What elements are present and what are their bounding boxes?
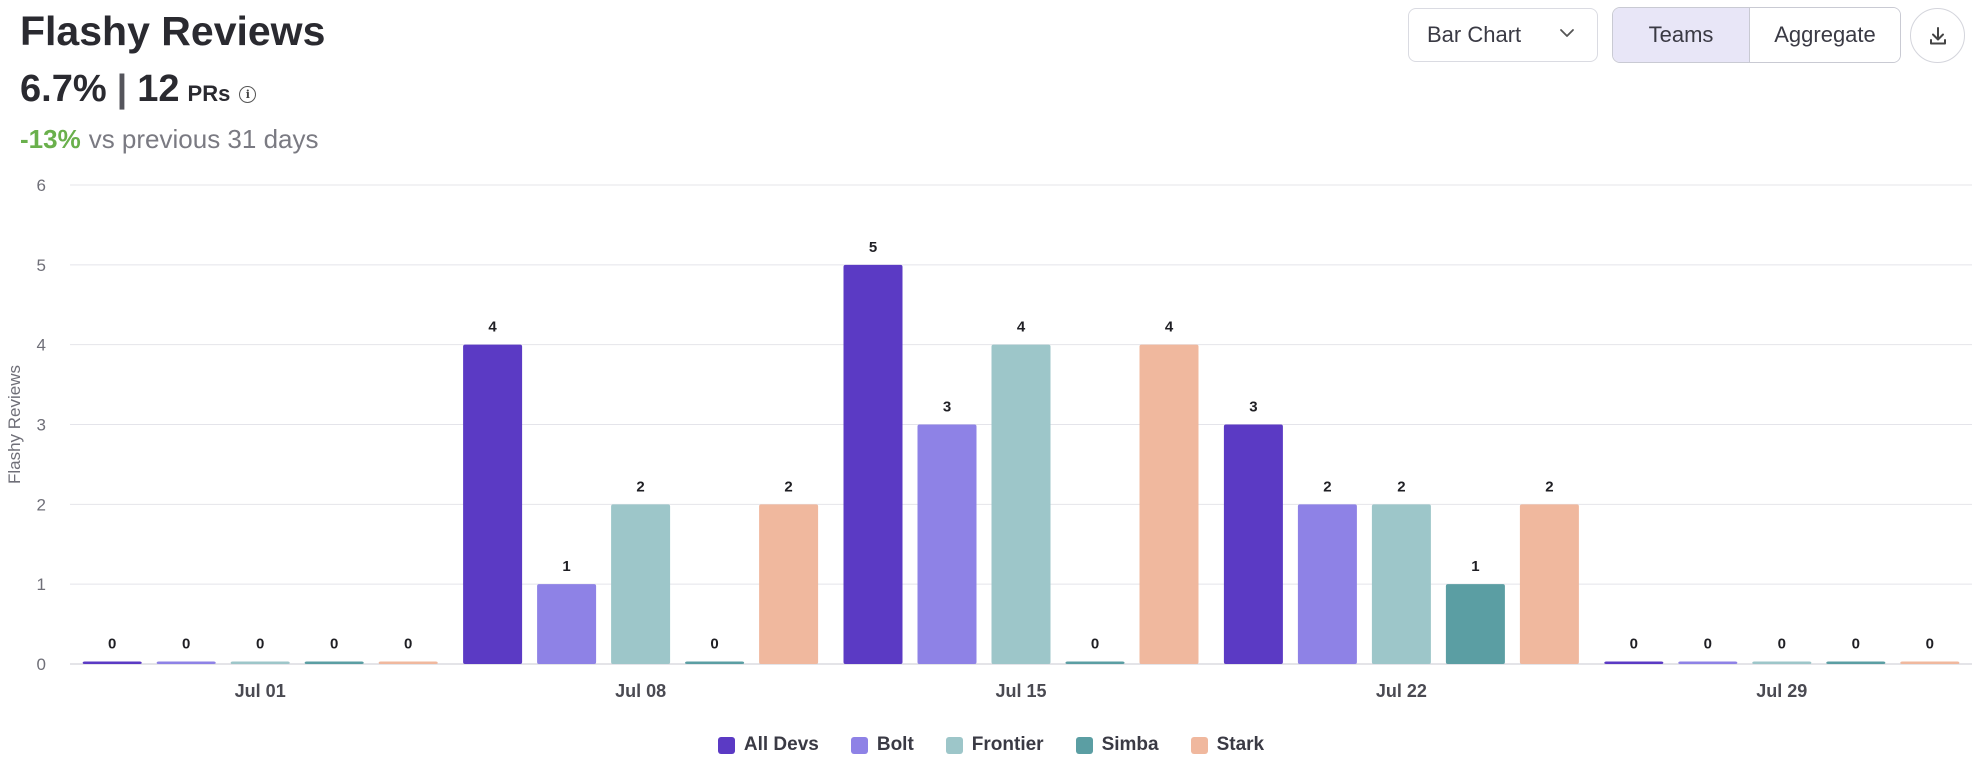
data-label: 4	[1165, 319, 1174, 336]
comparison-delta: -13% vs previous 31 days	[20, 124, 319, 155]
data-label: 0	[404, 636, 412, 653]
bar	[1604, 661, 1664, 664]
x-tick-label: Jul 29	[1756, 681, 1807, 701]
bar	[378, 661, 438, 664]
bar	[463, 344, 523, 664]
data-label: 4	[488, 319, 497, 336]
data-label: 0	[182, 636, 190, 653]
x-tick-label: Jul 15	[995, 681, 1046, 701]
x-tick-label: Jul 22	[1376, 681, 1427, 701]
teams-toggle-button[interactable]: Teams	[1613, 8, 1750, 62]
page-title: Flashy Reviews	[20, 8, 326, 54]
data-label: 1	[1471, 558, 1479, 575]
bar	[230, 661, 290, 664]
data-label: 2	[1545, 478, 1553, 495]
metric-summary: 6.7% | 12 PRs i	[20, 68, 257, 111]
legend-label: Stark	[1216, 734, 1265, 755]
metric-separator: |	[116, 68, 128, 110]
bar	[304, 661, 364, 664]
bar	[1752, 661, 1812, 664]
info-icon[interactable]: i	[239, 86, 257, 103]
legend-item[interactable]: Bolt	[850, 734, 914, 756]
legend-swatch	[945, 736, 963, 754]
data-label: 3	[943, 399, 951, 416]
bar-chart: 0 1 2 3 4 5 6 Flashy Reviews 0 0 0 0 0 Jul 01 4 1 2 0 2 Jul…	[5, 176, 1972, 701]
chart-legend: All Devs Bolt Frontier Simba Stark	[0, 734, 1982, 756]
y-tick-label: 2	[37, 495, 46, 514]
delta-value: -13%	[20, 124, 81, 154]
data-label: 0	[1091, 636, 1099, 653]
download-icon	[1929, 26, 1946, 44]
legend-item[interactable]: All Devs	[717, 734, 819, 756]
bar	[991, 344, 1051, 664]
legend-label: Simba	[1101, 734, 1159, 755]
data-label: 2	[1323, 478, 1331, 495]
data-label: 4	[1017, 319, 1026, 336]
data-label: 0	[1926, 636, 1934, 653]
legend-swatch	[1190, 736, 1208, 754]
bar	[917, 424, 977, 664]
x-tick-label: Jul 01	[235, 681, 286, 701]
y-axis-label: Flashy Reviews	[5, 365, 24, 484]
data-label: 3	[1249, 399, 1257, 416]
data-label: 0	[1778, 636, 1786, 653]
data-label: 0	[330, 636, 338, 653]
legend-label: Bolt	[876, 734, 914, 755]
bar	[1139, 344, 1199, 664]
bar	[1065, 661, 1125, 664]
data-label: 2	[1397, 478, 1405, 495]
x-tick-label: Jul 08	[615, 681, 666, 701]
bar	[1445, 584, 1505, 664]
data-label: 2	[636, 478, 644, 495]
delta-text: vs previous 31 days	[88, 124, 319, 154]
y-tick-label: 1	[37, 575, 46, 594]
data-label: 0	[108, 636, 116, 653]
metric-unit: PRs	[187, 81, 231, 106]
data-label: 0	[1704, 636, 1712, 653]
legend-item[interactable]: Simba	[1075, 734, 1159, 756]
bar	[1297, 504, 1357, 664]
data-label: 0	[256, 636, 264, 653]
metric-count: 12	[137, 68, 180, 110]
aggregate-toggle-button[interactable]: Aggregate	[1750, 8, 1900, 62]
data-label: 2	[784, 478, 792, 495]
legend-swatch	[850, 736, 868, 754]
data-label: 5	[869, 239, 877, 256]
legend-item[interactable]: Frontier	[945, 734, 1044, 756]
legend-label: Frontier	[971, 734, 1044, 755]
legend-item[interactable]: Stark	[1190, 734, 1265, 756]
bar	[1826, 661, 1886, 664]
data-label: 0	[1852, 636, 1860, 653]
bar	[1678, 661, 1738, 664]
chevron-down-icon	[1560, 29, 1574, 37]
chart-type-dropdown[interactable]: Bar Chart	[1408, 8, 1598, 62]
bar	[611, 504, 671, 664]
bar	[685, 661, 745, 664]
bar	[82, 661, 142, 664]
data-label: 1	[562, 558, 570, 575]
bar	[1519, 504, 1579, 664]
y-tick-label: 5	[37, 256, 46, 275]
y-tick-label: 0	[37, 655, 46, 674]
bar	[843, 264, 903, 664]
bar	[1371, 504, 1431, 664]
chart-type-label: Bar Chart	[1427, 22, 1522, 47]
bar	[1900, 661, 1960, 664]
y-tick-label: 4	[37, 336, 46, 355]
bar	[156, 661, 216, 664]
download-button[interactable]	[1910, 8, 1965, 63]
data-label: 0	[710, 636, 718, 653]
data-label: 0	[1630, 636, 1638, 653]
bar	[1223, 424, 1283, 664]
grouping-toggle: Teams Aggregate	[1612, 7, 1901, 63]
y-tick-label: 3	[37, 416, 46, 435]
bar	[537, 584, 597, 664]
legend-swatch	[1075, 736, 1093, 754]
legend-swatch	[717, 736, 735, 754]
y-tick-label: 6	[37, 176, 46, 195]
metric-percent: 6.7%	[20, 68, 107, 110]
legend-label: All Devs	[743, 734, 819, 755]
bar	[759, 504, 819, 664]
